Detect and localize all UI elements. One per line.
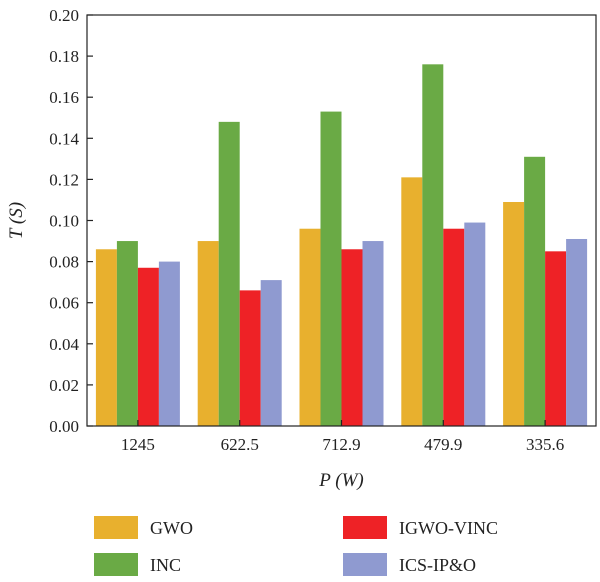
x-tick-labels: 1245 622.5 712.9 479.9 335.6 [121,435,564,454]
y-tick-label: 0.20 [49,6,79,25]
bar-igwo-vinc-479-9 [443,228,465,426]
legend-label-inc: INC [150,555,181,575]
y-axis-label: T (S) [6,202,27,239]
legend-swatch-igwo-vinc [343,516,387,539]
bars [95,64,588,427]
legend-label-ics-ip-o: ICS-IP&O [399,555,476,575]
x-axis-label: P (W) [318,470,364,491]
y-tick-label: 0.16 [49,88,79,107]
legend-swatch-inc [94,553,138,576]
bar-gwo-1245 [95,249,117,426]
bar-ics-ip-o-622-5 [260,280,282,426]
bar-gwo-479-9 [401,177,423,426]
x-tick-label: 479.9 [424,435,462,454]
y-tick-label: 0.04 [49,335,79,354]
bar-inc-622-5 [218,121,240,427]
bar-ics-ip-o-335-6 [566,238,588,426]
bar-igwo-vinc-712-9 [341,249,363,426]
x-tick-label: 712.9 [322,435,360,454]
bar-ics-ip-o-712-9 [362,241,384,426]
bar-gwo-622-5 [197,241,219,426]
axis-ticks [87,14,546,427]
y-tick-label: 0.08 [49,253,79,272]
legend: GWO INC IGWO-VINC ICS-IP&O [94,516,498,576]
bar-inc-1245 [116,241,138,426]
y-tick-label: 0.18 [49,47,79,66]
bar-inc-335-6 [524,156,546,427]
bar-gwo-712-9 [299,228,321,426]
bar-igwo-vinc-622-5 [239,290,261,426]
legend-label-igwo-vinc: IGWO-VINC [399,518,498,538]
x-tick-label: 1245 [121,435,155,454]
x-tick-label: 335.6 [526,435,564,454]
bar-inc-712-9 [320,111,342,427]
y-tick-label: 0.00 [49,417,79,436]
y-tick-label: 0.12 [49,170,79,189]
y-tick-label: 0.06 [49,294,79,313]
bar-gwo-335-6 [503,202,525,426]
bar-igwo-vinc-335-6 [545,251,567,426]
legend-swatch-gwo [94,516,138,539]
legend-swatch-ics-ip-o [343,553,387,576]
bar-igwo-vinc-1245 [137,267,159,426]
x-tick-label: 622.5 [221,435,259,454]
bar-ics-ip-o-1245 [158,261,180,426]
y-tick-label: 0.14 [49,129,79,148]
bar-ics-ip-o-479-9 [464,222,486,426]
bar-inc-479-9 [422,64,444,426]
legend-label-gwo: GWO [150,518,193,538]
y-tick-label: 0.02 [49,376,79,395]
y-tick-labels: 0.00 0.02 0.04 0.06 0.08 0.10 0.12 0.14 0.16 0.18… [49,6,79,436]
y-tick-label: 0.10 [49,212,79,231]
